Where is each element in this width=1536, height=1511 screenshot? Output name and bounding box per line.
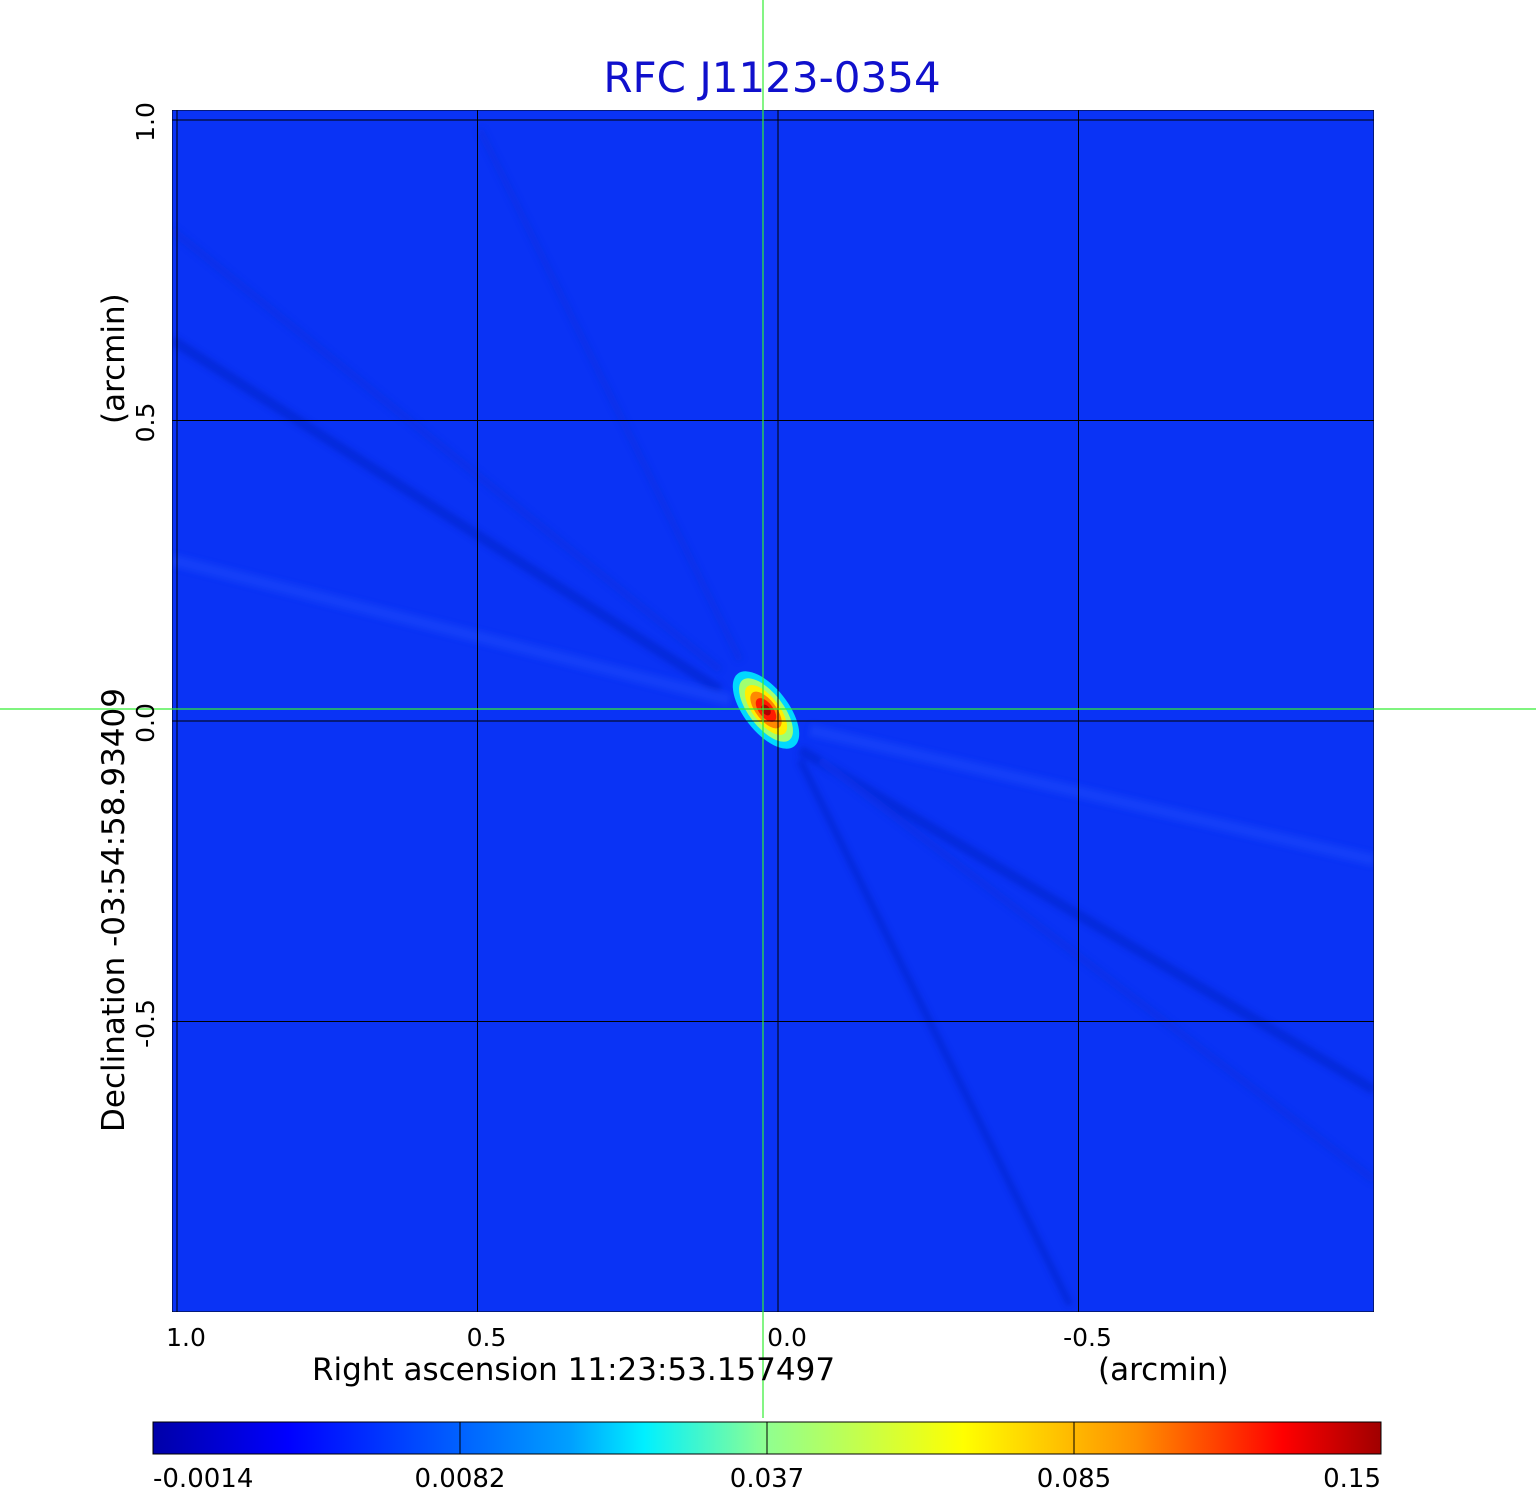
sidelobe-streak: [817, 756, 1374, 1184]
sidelobe-streak: [172, 335, 723, 695]
colorbar-tick-label: 0.15: [1323, 1464, 1381, 1494]
colorbar-tick-label: 0.0082: [415, 1464, 506, 1494]
y-axis-label: Declination -03:54:58.93409: [96, 688, 132, 1132]
y-tick-label: 0.5: [131, 403, 160, 443]
y-axis-unit: (arcmin): [96, 293, 132, 424]
plot-area: [172, 110, 1374, 1312]
x-tick-label: 1.0: [166, 1323, 206, 1352]
colorbar-tick-label: 0.037: [730, 1464, 804, 1494]
grid-lines: [172, 110, 1374, 1312]
y-tick-label: 0.0: [131, 703, 160, 743]
sidelobe-streak: [796, 758, 1074, 1307]
colorbar-tick-label: 0.085: [1037, 1464, 1111, 1494]
sidelobe-streak: [172, 226, 723, 674]
y-tick-label: 1.0: [131, 102, 160, 142]
sidelobe-streak: [808, 724, 1374, 866]
x-tick-label: 0.5: [467, 1323, 507, 1352]
x-tick-labels: 1.0 0.5 0.0 -0.5: [166, 1323, 1112, 1352]
sidelobe-streak: [172, 554, 732, 706]
sidelobe-streak: [476, 128, 744, 662]
sidelobe-streak: [797, 745, 1374, 1095]
x-tick-label: 0.0: [767, 1323, 807, 1352]
y-tick-label: -0.5: [131, 999, 160, 1048]
x-axis-label: Right ascension 11:23:53.157497: [312, 1352, 835, 1388]
colorbar-tick-label: -0.0014: [153, 1464, 253, 1494]
crosshair: [0, 0, 1536, 1418]
y-tick-labels: 1.0 0.5 0.0 -0.5: [131, 102, 160, 1048]
source-blob: [732, 671, 800, 749]
colorbar-ticks: -0.0014 0.0082 0.037 0.085 0.15: [153, 1422, 1381, 1494]
x-axis-unit: (arcmin): [1098, 1352, 1229, 1388]
x-tick-label: -0.5: [1063, 1323, 1112, 1352]
chart-title: RFC J1123-0354: [603, 53, 940, 102]
sidelobe-streaks: [172, 128, 1374, 1307]
